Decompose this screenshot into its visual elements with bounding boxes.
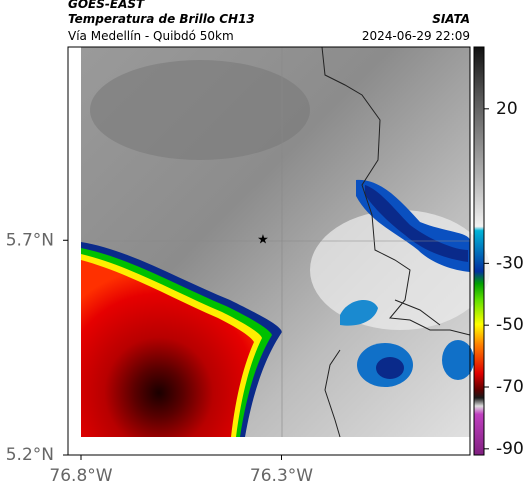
datetime: 2024-06-29 22:09: [362, 29, 470, 43]
lat-tick-label: 5.7°N: [6, 230, 54, 250]
lon-tick-label: 76.3°W: [250, 466, 313, 486]
colorbar-tick-label: -50: [496, 315, 524, 335]
colorbar: [473, 46, 485, 456]
colorbar-tick-label: -90: [496, 439, 524, 459]
city-marker: ★: [257, 233, 269, 248]
map-frame: [67, 46, 471, 456]
colorbar-tick-label: -30: [496, 253, 524, 273]
lon-tick-label: 76.8°W: [49, 466, 112, 486]
source: GOES-EAST: [68, 0, 145, 11]
colorbar-tick-label: -70: [496, 377, 524, 397]
lat-tick-label: 5.2°N: [6, 445, 54, 465]
product: Temperatura de Brillo CH13: [68, 12, 255, 26]
borders: [321, 46, 471, 438]
region: Vía Medellín - Quibdó 50km: [68, 29, 234, 43]
agency: SIATA: [432, 12, 470, 26]
satellite-image: [81, 47, 490, 437]
colorbar-tick-label: 20: [496, 99, 518, 119]
